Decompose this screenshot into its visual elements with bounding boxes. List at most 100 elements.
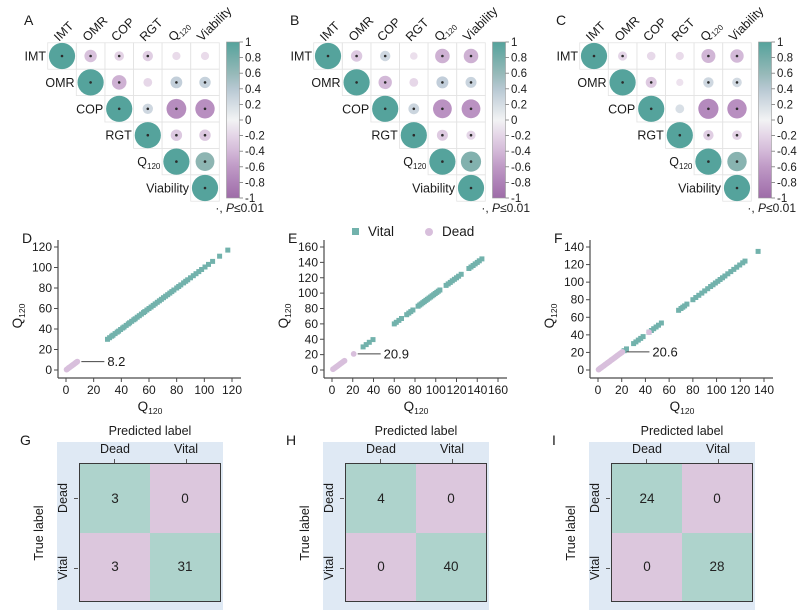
true-label-axis: True label — [32, 505, 46, 561]
svg-text:60: 60 — [39, 302, 53, 316]
svg-text:0.2: 0.2 — [777, 99, 793, 111]
svg-text:0: 0 — [329, 383, 336, 397]
tick-labels: 00 20 20 40 40 60 60 80 80 100 100 120 120 — [32, 240, 242, 397]
svg-text:0.8: 0.8 — [511, 53, 527, 65]
svg-text:IMT: IMT — [290, 50, 312, 64]
svg-text:0: 0 — [595, 383, 602, 397]
svg-text:-0.6: -0.6 — [245, 162, 265, 174]
col-label-vital: Vital — [439, 442, 465, 456]
svg-text:0.8: 0.8 — [777, 53, 793, 65]
predicted-label-title: Predicted label — [374, 424, 458, 438]
svg-text:0.2: 0.2 — [245, 99, 261, 111]
svg-text:120: 120 — [446, 383, 466, 397]
svg-text:IMT: IMT — [24, 50, 46, 64]
svg-text:IMT: IMT — [556, 50, 578, 64]
svg-text:40: 40 — [639, 383, 653, 397]
series-dead — [595, 329, 652, 373]
predicted-label-title: Predicted label — [640, 424, 724, 438]
col-label-vital: Vital — [173, 442, 199, 456]
predicted-label-title: Predicted label — [108, 424, 192, 438]
panel-label-c: C — [556, 12, 567, 28]
axis-tick — [340, 568, 344, 569]
x-axis-title: Q120 — [138, 399, 163, 416]
svg-text:RGT: RGT — [137, 15, 166, 44]
svg-text:OMR: OMR — [346, 14, 377, 45]
svg-text:120: 120 — [564, 258, 584, 272]
svg-text:0: 0 — [311, 363, 318, 377]
y-axis-title: Q120 — [10, 303, 27, 328]
svg-text:140: 140 — [298, 255, 318, 269]
svg-text:COP: COP — [640, 15, 669, 44]
legend-vital-label: Vital — [368, 224, 395, 239]
series-vital — [621, 248, 761, 354]
confusion-matrix: 3 0 3 31 — [79, 463, 221, 602]
svg-text:60: 60 — [388, 383, 402, 397]
svg-text:RGT: RGT — [105, 129, 132, 143]
corr-circles — [580, 42, 751, 202]
axis-tick — [646, 459, 647, 463]
svg-text:60: 60 — [571, 310, 585, 324]
col-label-dead: Dead — [632, 442, 662, 456]
svg-text:120: 120 — [298, 271, 318, 285]
panel-label-d: D — [22, 230, 33, 246]
svg-text:COP: COP — [342, 102, 369, 116]
svg-text:60: 60 — [305, 317, 319, 331]
svg-text:-0.2: -0.2 — [245, 131, 265, 143]
svg-text:20: 20 — [87, 383, 101, 397]
svg-text:Viability: Viability — [146, 182, 190, 196]
svg-text:100: 100 — [194, 383, 214, 397]
corr-grid — [313, 42, 486, 202]
axis-tick — [718, 459, 719, 463]
svg-text:60: 60 — [662, 383, 676, 397]
svg-text:140: 140 — [754, 383, 774, 397]
true-label-axis: True label — [564, 505, 578, 561]
cell-true-dead-pred-vital: 0 — [416, 464, 486, 533]
row-label-dead: Dead — [588, 483, 602, 513]
cell-true-vital-pred-dead: 3 — [80, 532, 150, 601]
svg-text:60: 60 — [142, 383, 156, 397]
svg-text:100: 100 — [32, 261, 52, 275]
svg-text:0.4: 0.4 — [511, 84, 528, 96]
scatter-panel-e: E 0 0 20 20 40 40 60 60 80 80 100 100 120 120 140 140 16… — [266, 220, 532, 420]
series-vital — [105, 247, 231, 342]
svg-text:COP: COP — [108, 15, 137, 44]
svg-text:RGT: RGT — [669, 15, 698, 44]
scatter-legend: Vital Dead — [352, 224, 474, 239]
svg-text:8.2: 8.2 — [107, 354, 125, 369]
svg-text:-0.8: -0.8 — [245, 177, 265, 189]
scatter-panel-f: F 0 0 20 20 40 40 60 60 80 80 100 100 120 120 140 140 20… — [532, 220, 798, 420]
svg-text:40: 40 — [39, 322, 53, 336]
threshold-annotation: 20.9 — [357, 346, 409, 361]
cell-true-dead-pred-vital: 0 — [150, 464, 220, 533]
svg-text:20: 20 — [39, 343, 53, 357]
axis-tick — [186, 459, 187, 463]
svg-text:0.6: 0.6 — [511, 68, 527, 80]
panel-label-f: F — [554, 230, 563, 246]
panel-label-g: G — [20, 432, 31, 448]
series-vital — [360, 256, 485, 350]
svg-text:120: 120 — [222, 383, 242, 397]
cell-true-vital-pred-vital: 31 — [150, 532, 220, 601]
svg-text:0.8: 0.8 — [245, 53, 261, 65]
corr-grid — [579, 42, 752, 202]
svg-text:-0.4: -0.4 — [511, 146, 531, 158]
svg-text:Q120: Q120 — [166, 18, 194, 46]
corr-circles — [314, 42, 485, 202]
svg-text:20: 20 — [571, 345, 585, 359]
svg-text:-1: -1 — [777, 193, 787, 205]
col-label-dead: Dead — [100, 442, 130, 456]
svg-text:-0.8: -0.8 — [511, 177, 531, 189]
svg-text:RGT: RGT — [403, 15, 432, 44]
svg-text:IMT: IMT — [51, 19, 76, 44]
cell-true-dead-pred-dead: 3 — [80, 464, 150, 533]
axis-tick — [606, 568, 610, 569]
cell-true-vital-pred-vital: 40 — [416, 532, 486, 601]
cell-true-dead-pred-dead: 4 — [346, 464, 416, 533]
svg-text:100: 100 — [564, 275, 584, 289]
panel-label-e: E — [288, 230, 298, 246]
